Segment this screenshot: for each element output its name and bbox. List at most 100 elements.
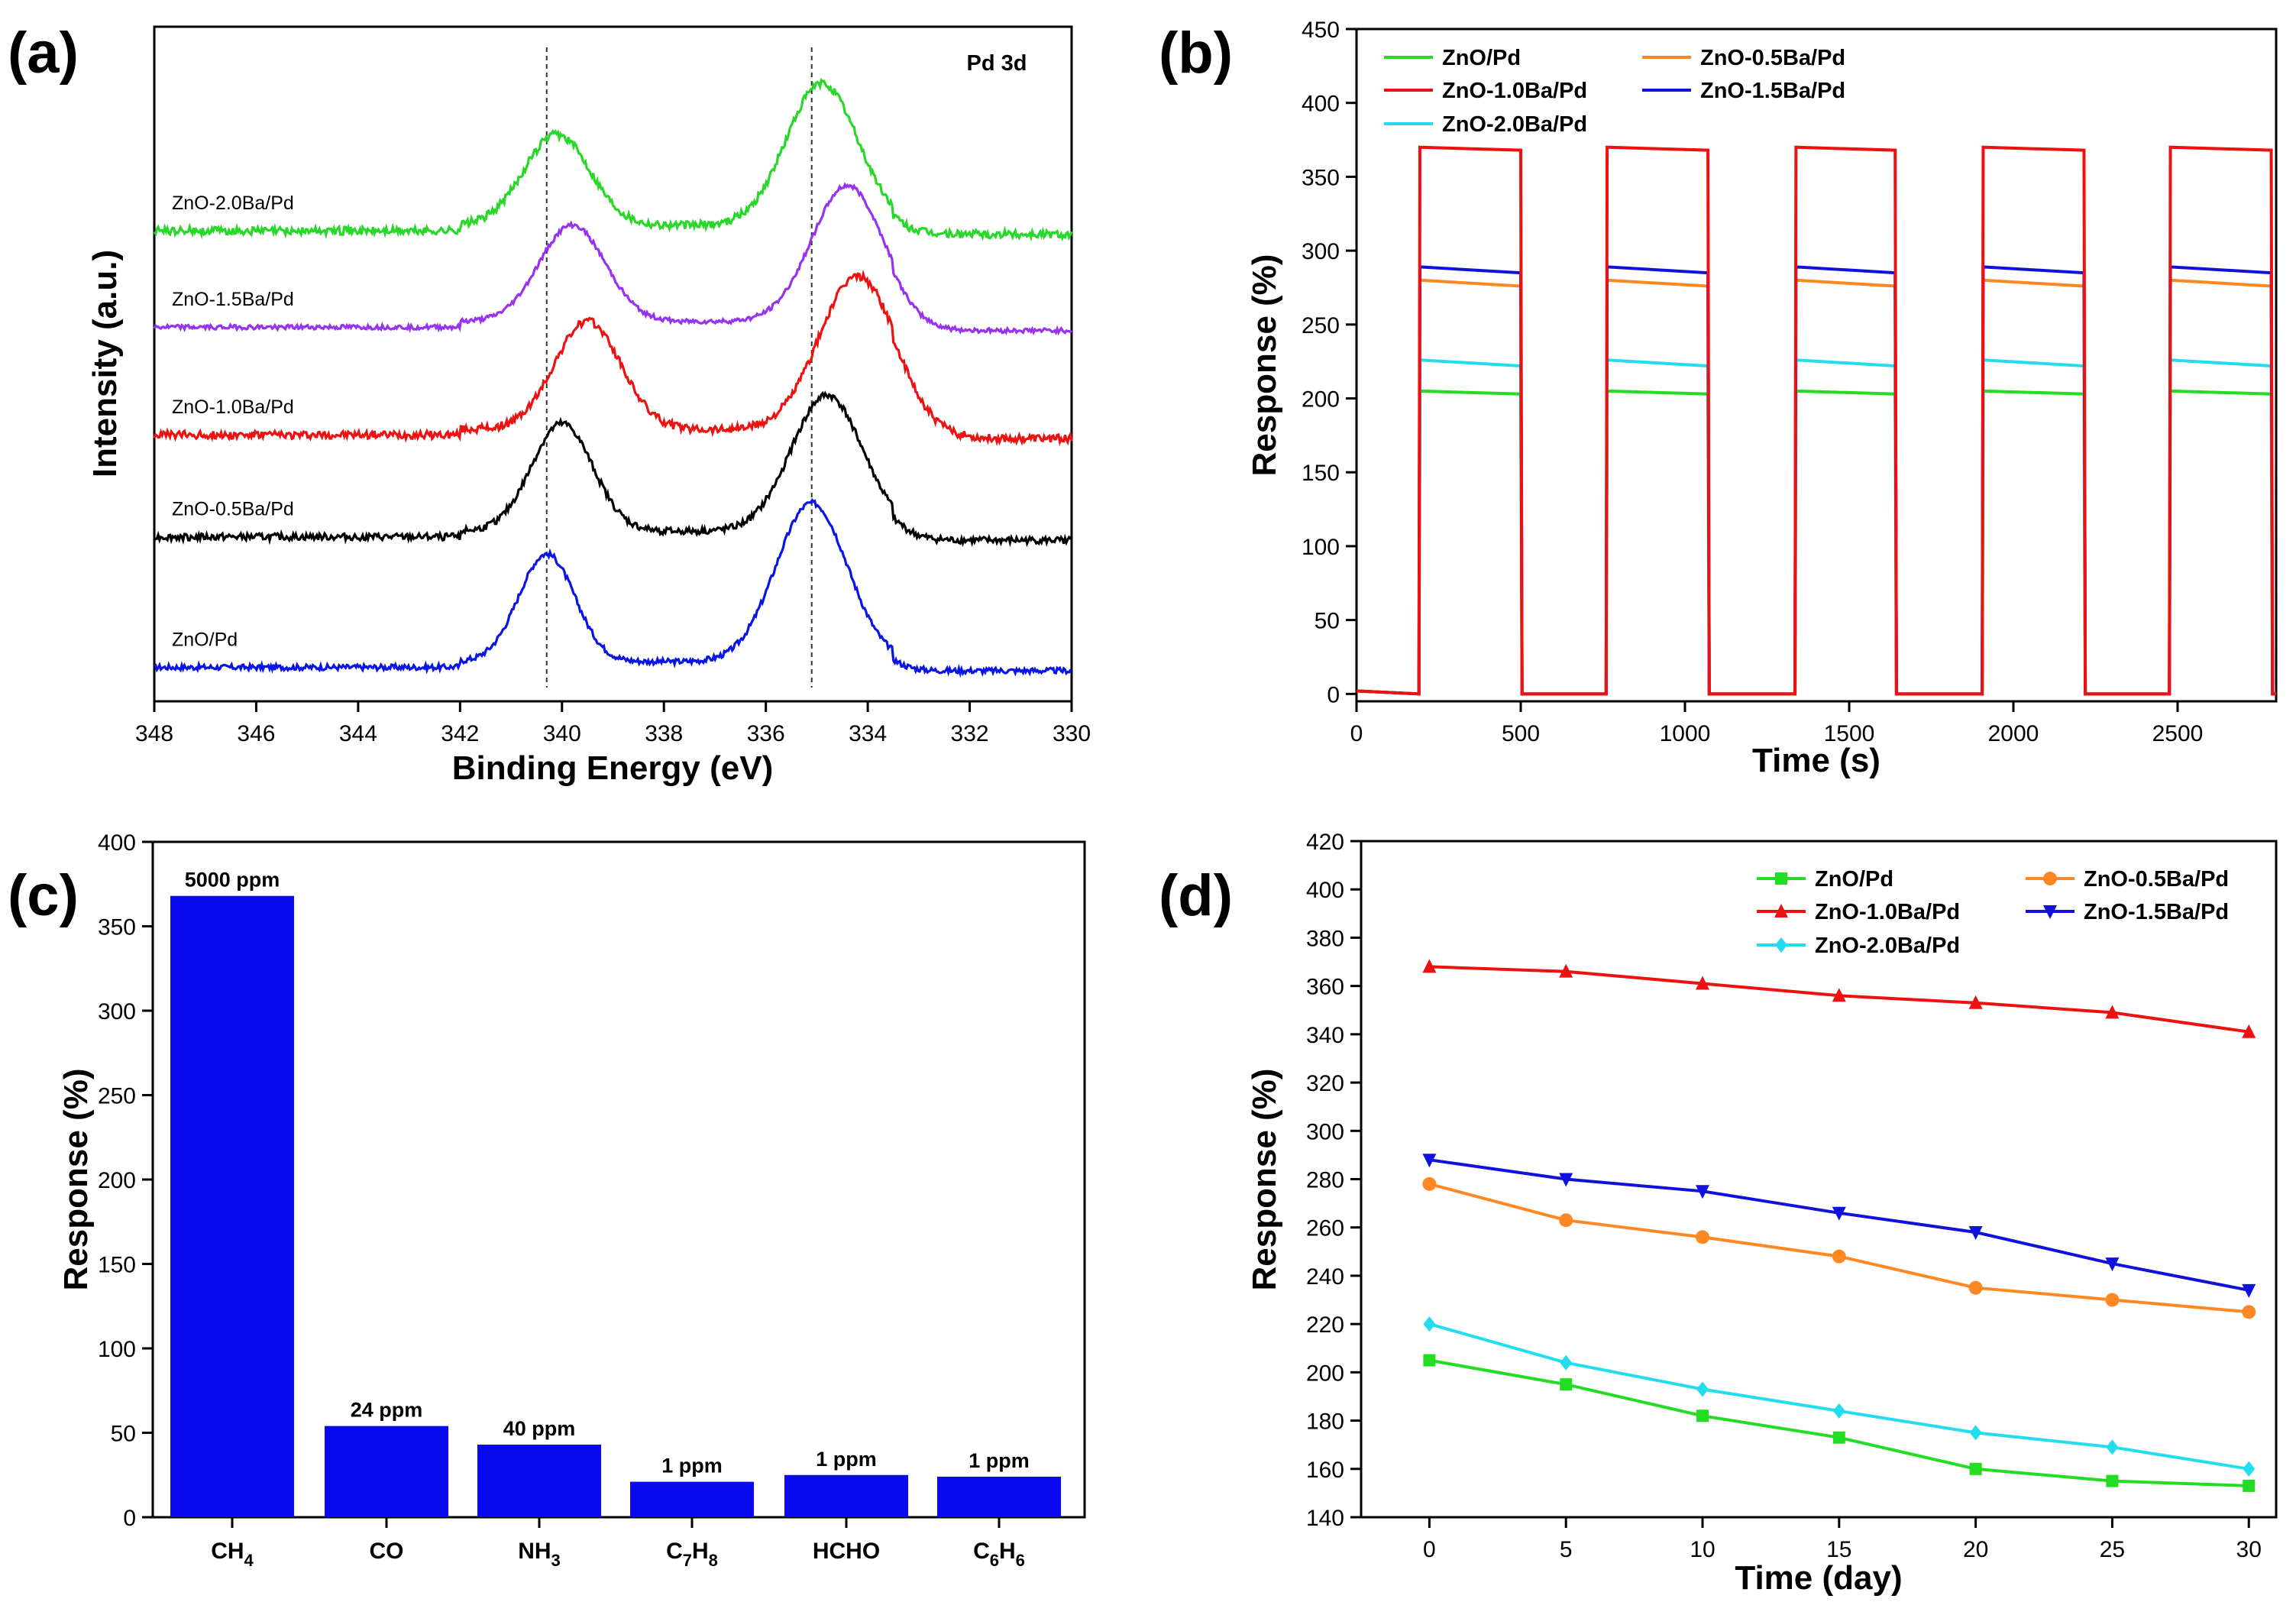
y-tick-label: 320 [1306,1071,1344,1096]
category-subscript: 8 [709,1551,718,1570]
bar-3 [477,1444,601,1517]
legend-label-zno-0-5ba-pd: ZnO-0.5Ba/Pd [2084,867,2229,892]
category-label: NH3 [518,1539,561,1570]
data-point-zno-2-0ba-pd [1696,1381,1709,1397]
bar-6 [937,1476,1061,1517]
panel-label-b: (b) [1159,21,1233,86]
y-axis-title: Response (%) [57,1069,95,1291]
category-subscript: 6 [1016,1551,1025,1570]
x-tick-label: 344 [339,721,377,746]
x-tick-label: 342 [441,721,479,746]
legend-label-zno-pd: ZnO/Pd [1815,867,1893,892]
panel-d: 0 5 10 15 20 25 30 140 160 180 200 220 240 260 280 300 3… [1159,830,2278,1597]
legend-marker-zno-2-0ba-pd [1775,937,1787,953]
y-tick-label: 150 [98,1253,136,1278]
panel-label-a: (a) [8,21,79,86]
y-tick-label: 420 [1306,830,1344,855]
x-tick-label: 346 [237,721,275,746]
series-line-zno-1-5ba-pd [1356,265,2276,696]
x-tick-label: 336 [747,721,785,746]
y-tick-label: 100 [1302,535,1340,560]
x-tick-label: 348 [135,721,173,746]
panel-a: 348 346 344 342 340 338 336 334 332 330 (a) Pd 3d Bi… [8,21,1091,787]
data-point-zno-0-5ba-pd [2105,1293,2120,1307]
category-base: C [666,1539,683,1564]
data-point-zno-2-0ba-pd [1832,1403,1845,1419]
data-point-zno-0-5ba-pd [1422,1176,1437,1191]
data-point-zno-1-0ba-pd [2105,1005,2120,1019]
x-tick-label: 25 [2100,1537,2125,1562]
panel-label-d: (d) [1159,863,1233,928]
legend-label-zno-2-0ba-pd: ZnO-2.0Ba/Pd [1442,112,1587,137]
category-base: C [973,1539,990,1564]
data-point-zno-2-0ba-pd [1969,1425,1982,1441]
data-point-zno-1-5ba-pd [1422,1154,1437,1168]
data-point-zno-1-0ba-pd [2242,1024,2256,1038]
category-subscript: 7 [683,1551,692,1570]
y-tick-label: 400 [98,830,136,856]
data-point-zno-0-5ba-pd [1968,1280,1983,1295]
plot-frame [153,25,1073,703]
data-point-zno-2-0ba-pd [1423,1316,1436,1332]
series-line-zno-1-0ba-pd [1356,145,2276,696]
data-point-zno-1-0ba-pd [1696,976,1710,990]
data-point-zno-2-0ba-pd [2106,1439,2119,1455]
legend-marker-zno-pd [1775,872,1787,885]
y-tick-label: 350 [1302,165,1340,190]
y-tick-label: 200 [1306,1361,1344,1386]
y-tick-label: 340 [1306,1023,1344,1048]
category-tail: H [692,1539,709,1564]
data-point-zno-1-5ba-pd [1832,1206,1846,1221]
y-tick-label: 250 [98,1084,136,1109]
series-line-zno-pd [154,497,1072,678]
data-point-zno-pd [1560,1378,1573,1391]
y-tick-label: 100 [98,1337,136,1362]
x-tick-label: 338 [645,721,683,746]
x-tick-label: 330 [1053,721,1091,746]
y-tick-label: 400 [1302,92,1340,117]
series-line-zno-0-5ba-pd [1356,278,2276,696]
y-tick-label: 450 [1302,18,1340,43]
data-point-zno-1-5ba-pd [2105,1257,2120,1272]
category-base: CO [370,1539,404,1564]
annotation-pd3d: Pd 3d [967,51,1027,76]
y-tick-label: 0 [1327,682,1340,707]
legend-marker-zno-1-0ba-pd [1774,904,1788,918]
x-tick-label: 0 [1423,1537,1436,1562]
data-point-zno-1-5ba-pd [1696,1185,1710,1199]
x-tick-label: 500 [1502,721,1540,746]
data-point-zno-2-0ba-pd [2243,1461,2256,1477]
data-point-zno-1-5ba-pd [2242,1283,2256,1298]
bar-data-label: 1 ppm [969,1449,1030,1472]
data-point-zno-0-5ba-pd [2242,1305,2256,1319]
legend-label-zno-1-5ba-pd: ZnO-1.5Ba/Pd [1700,79,1845,103]
category-tail: H [999,1539,1016,1564]
series-label-zno-0-5ba-pd: ZnO-0.5Ba/Pd [172,499,294,520]
y-tick-label: 0 [123,1506,136,1531]
x-tick-label: 30 [2236,1537,2262,1562]
y-tick-label: 350 [98,915,136,940]
x-tick-label: 332 [951,721,989,746]
category-subscript: 6 [990,1551,999,1570]
data-point-zno-pd [2106,1474,2119,1487]
x-axis-title: Binding Energy (eV) [452,749,773,787]
legend-label-zno-0-5ba-pd: ZnO-0.5Ba/Pd [1700,46,1845,70]
bar-data-label: 1 ppm [661,1455,723,1477]
x-tick-label: 5 [1560,1537,1573,1562]
data-point-zno-2-0ba-pd [1560,1354,1573,1371]
series-line-zno-1-0ba-pd [153,269,1073,447]
category-base: HCHO [813,1539,880,1564]
y-tick-label: 300 [1306,1119,1344,1144]
series-line-zno-2-0ba-pd [1428,1322,2249,1471]
data-point-zno-1-0ba-pd [1832,988,1846,1002]
x-tick-label: 20 [1963,1537,1988,1562]
category-label: CO [370,1539,404,1564]
plot-frame [1355,28,2278,703]
x-tick-label: 1500 [1824,721,1875,746]
category-base: NH [518,1539,551,1564]
category-subscript: 3 [551,1551,561,1570]
bar-data-label: 24 ppm [351,1399,423,1422]
series-line-zno-0-5ba-pd [153,390,1072,548]
bar-2 [325,1426,448,1517]
y-tick-label: 200 [1302,387,1340,413]
